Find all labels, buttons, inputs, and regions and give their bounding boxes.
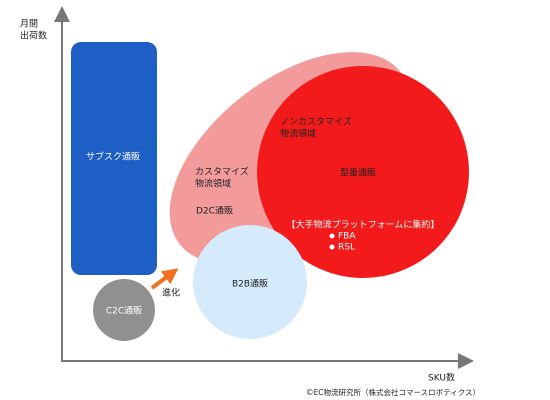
node-label: カスタマイズ — [195, 166, 249, 178]
subscription-box — [71, 42, 157, 275]
node-item: FBA — [338, 232, 356, 242]
node-label: 物流領域 — [280, 128, 316, 140]
node-label: ノンカスタマイズ — [280, 116, 352, 128]
node-item: RSL — [338, 243, 355, 253]
arrow-label: 進化 — [162, 287, 180, 299]
y-axis-label: 月間 — [20, 19, 38, 30]
evolution-arrow — [150, 268, 179, 290]
credit: ©EC物流研究所（株式会社コマースロボティクス） — [306, 387, 480, 397]
node-note: 【大手物流プラットフォームに集約】 — [287, 219, 440, 231]
bullet — [329, 244, 335, 250]
y-axis-label: 出荷数 — [20, 30, 47, 42]
bullet — [329, 233, 335, 239]
node-sublabel: D2C通販 — [196, 205, 233, 217]
x-axis-label: SKU数 — [428, 372, 455, 384]
model-area — [257, 66, 469, 278]
c2c-circle — [93, 279, 155, 341]
node-sublabel: 型番通販 — [340, 167, 376, 179]
node-label: C2C通販 — [106, 305, 142, 317]
node-label: B2B通販 — [232, 278, 268, 290]
b2b-circle — [193, 225, 307, 339]
node-label: 物流領域 — [195, 178, 231, 190]
node-label: サブスク通販 — [86, 151, 140, 163]
